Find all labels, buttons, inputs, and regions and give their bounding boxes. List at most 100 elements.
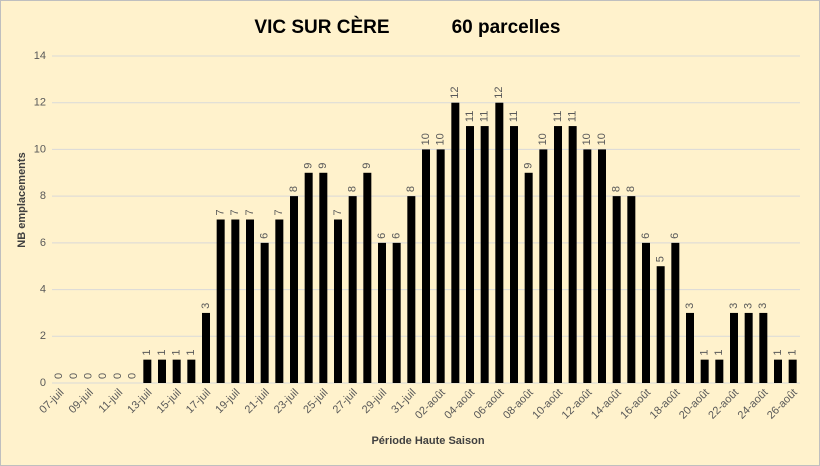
y-tick-label: 12 (34, 97, 46, 109)
bar (788, 359, 797, 383)
value-label: 1 (699, 350, 711, 356)
bar (231, 219, 240, 383)
bar (730, 312, 738, 383)
y-axis-title: NB emplacements (16, 152, 28, 247)
value-label: 10 (435, 133, 447, 145)
bar (495, 102, 504, 383)
value-label: 8 (625, 186, 637, 192)
bar (466, 126, 474, 384)
value-label: 6 (391, 233, 403, 239)
bar (451, 102, 460, 383)
value-label: 7 (332, 209, 344, 215)
value-label: 6 (640, 233, 652, 239)
y-tick-label: 6 (40, 237, 46, 249)
y-tick-label: 4 (40, 283, 46, 295)
bar (187, 359, 196, 383)
value-label: 7 (244, 209, 256, 215)
bar (524, 172, 533, 383)
value-label: 0 (53, 373, 65, 379)
value-label: 3 (728, 303, 740, 309)
value-label: 10 (596, 133, 608, 145)
bar (583, 149, 592, 383)
value-label: 8 (405, 186, 417, 192)
value-label: 3 (757, 303, 769, 309)
bar (436, 149, 445, 383)
bar (554, 126, 562, 384)
chart-title: VIC SUR CÈRE (254, 16, 389, 38)
value-label: 11 (464, 111, 476, 122)
value-label: 6 (259, 233, 271, 239)
bar (774, 359, 782, 383)
y-tick-label: 14 (34, 50, 46, 62)
bar (539, 149, 548, 383)
value-label: 3 (200, 303, 212, 309)
value-label: 5 (655, 256, 667, 262)
value-label: 8 (611, 186, 623, 192)
value-label: 11 (479, 111, 491, 122)
bar (598, 149, 606, 383)
bar (642, 242, 650, 383)
bar (275, 219, 284, 383)
bar (304, 172, 313, 383)
bar (510, 126, 518, 384)
bar (700, 359, 709, 383)
value-label: 9 (303, 163, 315, 169)
x-axis-title: Période Haute Saison (371, 435, 484, 447)
value-label: 9 (361, 163, 373, 169)
bar (392, 242, 401, 383)
bar (407, 196, 416, 383)
value-label: 11 (552, 111, 564, 122)
bar (422, 149, 430, 383)
bar (715, 359, 724, 383)
value-label: 11 (567, 111, 579, 122)
value-label: 7 (229, 209, 241, 215)
bar (246, 219, 254, 383)
value-label: 3 (684, 303, 696, 309)
value-label: 7 (273, 209, 285, 215)
value-label: 11 (508, 111, 520, 122)
value-label: 12 (449, 86, 461, 98)
value-label: 7 (215, 209, 227, 215)
value-label: 10 (537, 133, 549, 145)
bar (202, 312, 210, 383)
bar (612, 196, 621, 383)
y-tick-label: 0 (40, 377, 46, 389)
bar (319, 172, 328, 383)
bar (686, 312, 694, 383)
y-tick-label: 2 (40, 330, 46, 342)
value-label: 1 (772, 350, 784, 356)
value-label: 1 (713, 350, 725, 356)
value-label: 0 (112, 373, 124, 379)
bar (759, 312, 768, 383)
bar (363, 172, 372, 383)
y-tick-label: 8 (40, 190, 46, 202)
bar (378, 242, 386, 383)
value-label: 1 (787, 350, 799, 356)
bar (334, 219, 342, 383)
bar (216, 219, 225, 383)
value-label: 6 (669, 233, 681, 239)
value-label: 0 (83, 373, 95, 379)
bar (143, 359, 152, 383)
bar (744, 312, 753, 383)
chart-subtitle: 60 parcelles (452, 17, 561, 38)
bar (290, 196, 298, 383)
bar (656, 266, 665, 383)
bar (172, 359, 181, 383)
value-label: 1 (156, 350, 168, 356)
bar (348, 196, 357, 383)
y-tick-label: 10 (34, 143, 46, 155)
bar (480, 126, 489, 384)
value-label: 3 (743, 303, 755, 309)
value-label: 1 (171, 350, 183, 356)
bar (158, 359, 166, 383)
value-label: 9 (523, 163, 535, 169)
bar (671, 242, 680, 383)
value-label: 0 (68, 373, 80, 379)
value-label: 10 (581, 133, 593, 145)
bar (260, 242, 269, 383)
value-label: 0 (97, 373, 109, 379)
value-label: 6 (376, 233, 388, 239)
value-label: 10 (420, 133, 432, 145)
bar (627, 196, 636, 383)
